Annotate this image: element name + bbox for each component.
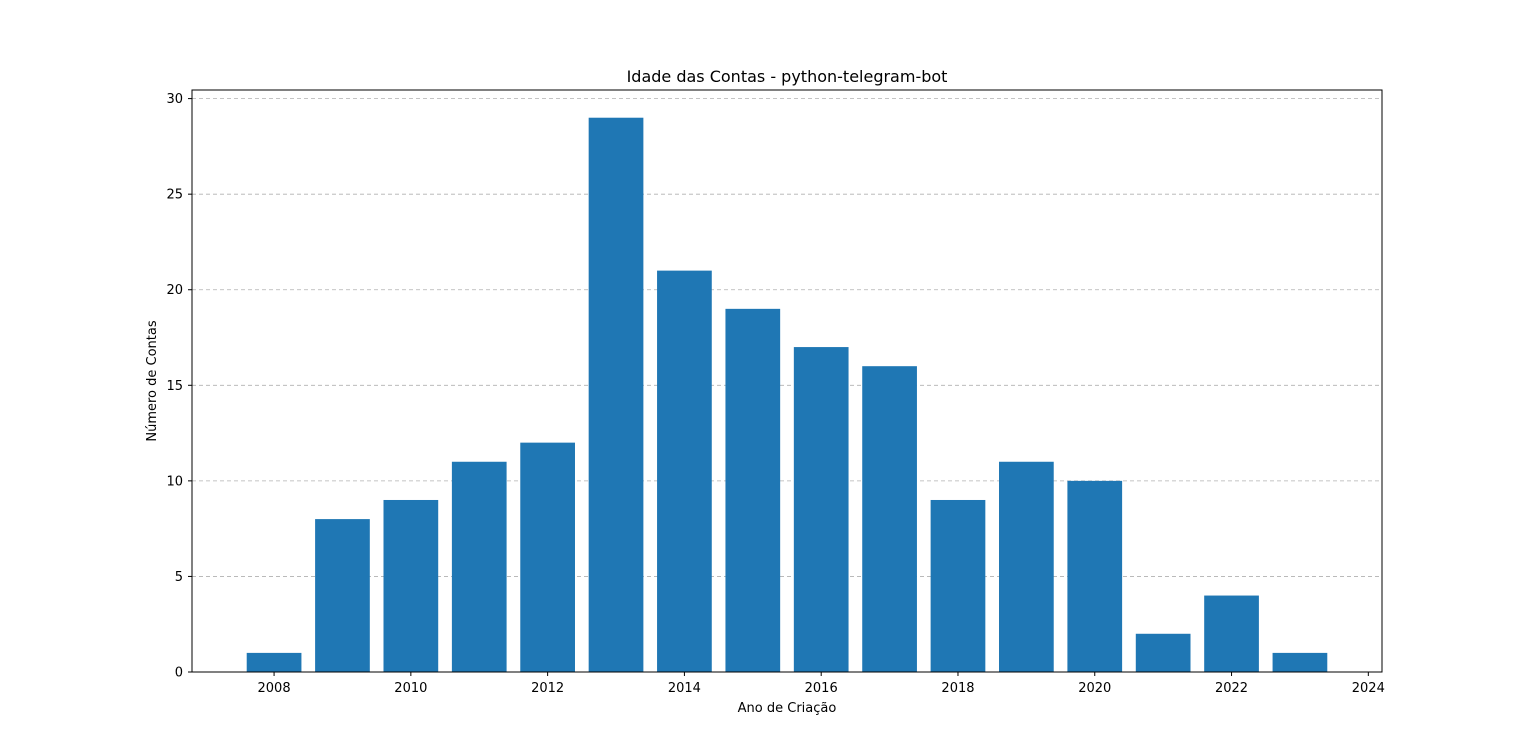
bar-2011 [451,461,507,672]
chart-title: Idade das Contas - python-telegram-bot [627,67,948,86]
y-tick-label: 20 [166,283,183,298]
bar-2020 [1067,480,1123,672]
bar-2008 [246,652,302,672]
bar-2019 [999,461,1054,672]
bar-2017 [862,366,917,672]
y-tick-label: 30 [166,92,183,107]
y-tick-label: 5 [175,570,183,585]
bar-2021 [1135,633,1191,672]
bar-2013 [588,117,644,672]
x-tick-label: 2012 [531,681,564,696]
bars [246,117,1328,672]
x-tick-label: 2014 [668,681,701,696]
grid-lines [192,98,1382,577]
x-tick-label: 2016 [805,681,838,696]
plot-frame [191,89,1383,673]
x-axis-label: Ano de Criação [738,701,837,716]
y-axis: 0 5 10 15 20 25 30 [166,92,192,681]
bar-2023 [1272,652,1328,672]
x-tick-label: 2018 [941,681,974,696]
x-tick-label: 2022 [1215,681,1248,696]
y-tick-label: 0 [175,666,183,681]
y-axis-label: Número de Contas [145,320,160,441]
bar-2009 [315,519,370,672]
x-tick-label: 2020 [1078,681,1111,696]
bar-2018 [930,499,986,672]
bar-2016 [793,347,849,672]
bar-2022 [1204,595,1259,672]
bar-2015 [725,308,781,672]
x-axis: 2008 2010 2012 2014 2016 2018 2020 2022 2024 [258,672,1385,696]
x-tick-label: 2024 [1352,681,1385,696]
bar-2010 [383,499,439,672]
bar-2014 [657,270,712,672]
x-tick-label: 2008 [258,681,291,696]
y-tick-label: 10 [166,474,183,489]
y-tick-label: 25 [166,188,183,203]
y-tick-label: 15 [166,379,183,394]
bar-2012 [520,442,575,672]
x-tick-label: 2010 [394,681,427,696]
